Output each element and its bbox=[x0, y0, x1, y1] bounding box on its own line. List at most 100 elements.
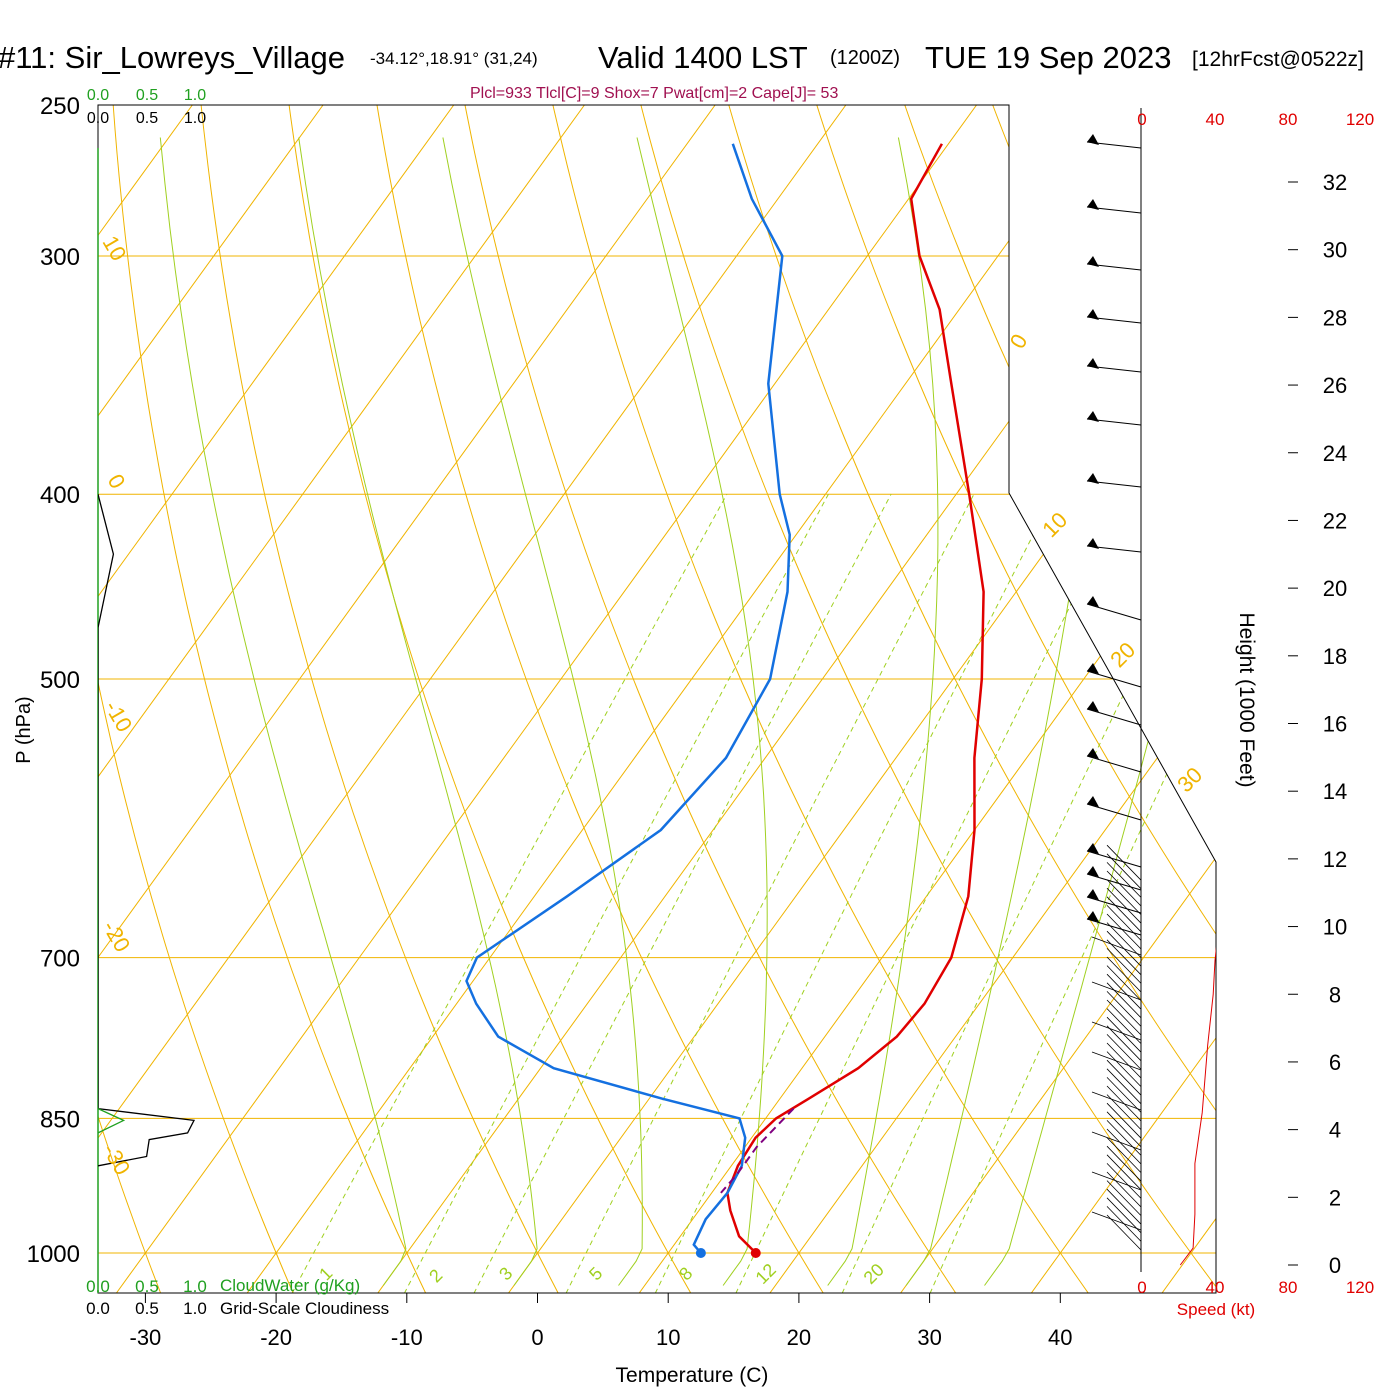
moist-adiabat-line bbox=[636, 137, 768, 1286]
valid-time: Valid 1400 LST bbox=[598, 40, 808, 75]
isotherm-line bbox=[98, 105, 455, 1293]
x-tick-label: 0 bbox=[531, 1325, 543, 1350]
x-tick-label: 10 bbox=[656, 1325, 680, 1350]
height-tick-label: 32 bbox=[1323, 170, 1347, 195]
wind-barb bbox=[1106, 1068, 1142, 1105]
wind-barb bbox=[1106, 887, 1142, 924]
wind-barb bbox=[1106, 1154, 1142, 1191]
wind-barb-flag bbox=[1087, 911, 1099, 922]
wind-barb bbox=[1106, 922, 1142, 958]
wind-barb bbox=[1106, 939, 1142, 976]
wind-barb bbox=[1106, 1128, 1142, 1165]
wind-barb bbox=[1106, 1077, 1142, 1113]
wind-barb bbox=[1106, 1025, 1142, 1062]
mixing-ratio-line bbox=[735, 493, 1127, 1293]
wind-barb-flag bbox=[1087, 843, 1099, 854]
mixing-ratio-line bbox=[403, 493, 829, 1293]
isotherm-line bbox=[98, 105, 847, 1293]
wind-barb bbox=[1106, 1180, 1142, 1216]
mixing-ratio-line bbox=[565, 493, 975, 1293]
wind-barb bbox=[1106, 991, 1142, 1027]
isotherm-line bbox=[98, 105, 716, 1293]
height-tick-label: 8 bbox=[1329, 982, 1341, 1007]
dry-adiabat-line bbox=[376, 105, 824, 1293]
height-tick-label: 26 bbox=[1323, 373, 1347, 398]
cloudiness-label: Grid-Scale Cloudiness bbox=[220, 1299, 389, 1318]
dry-adiabat-line bbox=[816, 105, 1216, 1293]
cloudwater-tick-top: 0.5 bbox=[136, 87, 158, 104]
wind-barb bbox=[1106, 896, 1142, 933]
height-tick-label: 14 bbox=[1323, 779, 1347, 804]
y-axis-label: P (hPa) bbox=[13, 696, 35, 763]
wind-barb-flag bbox=[1087, 256, 1099, 267]
wind-barb bbox=[1106, 1034, 1142, 1070]
dry-adiabat-line bbox=[1257, 105, 1400, 1293]
pressure-tick-label: 250 bbox=[40, 93, 80, 120]
mixing-ratio-label: 20 bbox=[860, 1260, 888, 1288]
wind-barb bbox=[1086, 670, 1142, 688]
height-tick-label: 4 bbox=[1329, 1118, 1341, 1143]
wind-barb-flag bbox=[1087, 663, 1099, 674]
sounding-params: Plcl=933 Tlcl[C]=9 Shox=7 Pwat[cm]=2 Cap… bbox=[470, 85, 838, 102]
wind-barb bbox=[1086, 850, 1142, 868]
forecast-info: [12hrFcst@0522z] bbox=[1192, 48, 1364, 71]
wind-barb-flag bbox=[1087, 701, 1099, 712]
isotherm-line bbox=[98, 105, 585, 1293]
isotherm-label: 20 bbox=[1105, 637, 1140, 672]
mixing-ratio-label: 5 bbox=[585, 1263, 606, 1284]
wind-barb bbox=[1091, 1051, 1142, 1071]
labels-layer: -30 -20 -10 0 10 20 30 402503004005007008501000… bbox=[27, 87, 1375, 1350]
wind-barb bbox=[1106, 905, 1142, 941]
isotherm-label: 10 bbox=[1037, 507, 1072, 542]
wind-barb-flag bbox=[1087, 596, 1099, 607]
height-tick-label: 30 bbox=[1323, 238, 1347, 263]
cloudwater-line bbox=[98, 1108, 126, 1134]
wind-barb-flag bbox=[1087, 538, 1099, 549]
height-tick-label: 18 bbox=[1323, 644, 1347, 669]
isotherm-line bbox=[900, 105, 1216, 1293]
x-tick-label: -20 bbox=[260, 1325, 292, 1350]
isotherm-line bbox=[769, 105, 1216, 1293]
dry-adiabat-line bbox=[992, 105, 1216, 1293]
wind-barb bbox=[1106, 853, 1142, 890]
dry-adiabat-line bbox=[728, 105, 1216, 1293]
dry-adiabat-line bbox=[112, 105, 427, 1293]
cloudwater-tick-top: 1.0 bbox=[184, 87, 206, 104]
dry-adiabat-line bbox=[98, 105, 294, 1293]
wind-barb-flag bbox=[1087, 411, 1099, 422]
cloudwater-tick-bottom: 1.0 bbox=[183, 1277, 207, 1296]
moist-adiabat-line bbox=[827, 137, 939, 1286]
cloudiness-tick-bottom: 1.0 bbox=[183, 1299, 207, 1318]
height-tick-label: 22 bbox=[1323, 508, 1347, 533]
isotherm-label: -30 bbox=[98, 1139, 136, 1179]
height-tick-label: 20 bbox=[1323, 576, 1347, 601]
height-tick-label: 24 bbox=[1323, 441, 1347, 466]
dry-adiabat-line bbox=[640, 105, 1216, 1293]
wind-barb bbox=[1106, 1171, 1142, 1208]
wind-barb-flag bbox=[1087, 866, 1099, 877]
wind-barb-flag bbox=[1087, 796, 1099, 807]
wind-barb bbox=[1106, 1102, 1142, 1139]
speed-tick-label-top: 0 bbox=[1137, 110, 1146, 129]
pressure-tick-label: 700 bbox=[40, 946, 80, 973]
height-tick-label: 2 bbox=[1329, 1185, 1341, 1210]
wind-barb bbox=[1086, 803, 1142, 821]
isotherm-label: 10 bbox=[98, 231, 132, 265]
wind-barb bbox=[1086, 896, 1142, 914]
wind-barb bbox=[1086, 918, 1142, 936]
wind-barb bbox=[1106, 1214, 1142, 1251]
dry-adiabat-line bbox=[200, 105, 559, 1293]
background-lines bbox=[98, 105, 1400, 1293]
x-tick-label: 20 bbox=[787, 1325, 811, 1350]
dry-adiabat-line bbox=[552, 105, 1089, 1293]
wind-barb bbox=[1106, 1120, 1142, 1156]
wind-barb bbox=[1106, 1137, 1142, 1173]
isotherm-line bbox=[1030, 105, 1216, 1293]
wind-barb bbox=[1106, 1016, 1142, 1053]
isotherm-line bbox=[116, 105, 977, 1293]
moist-adiabat-line bbox=[984, 137, 1216, 1286]
wind-barb bbox=[1106, 1197, 1142, 1234]
height-tick-label: 6 bbox=[1329, 1050, 1341, 1075]
wind-barb-flag bbox=[1087, 748, 1099, 759]
